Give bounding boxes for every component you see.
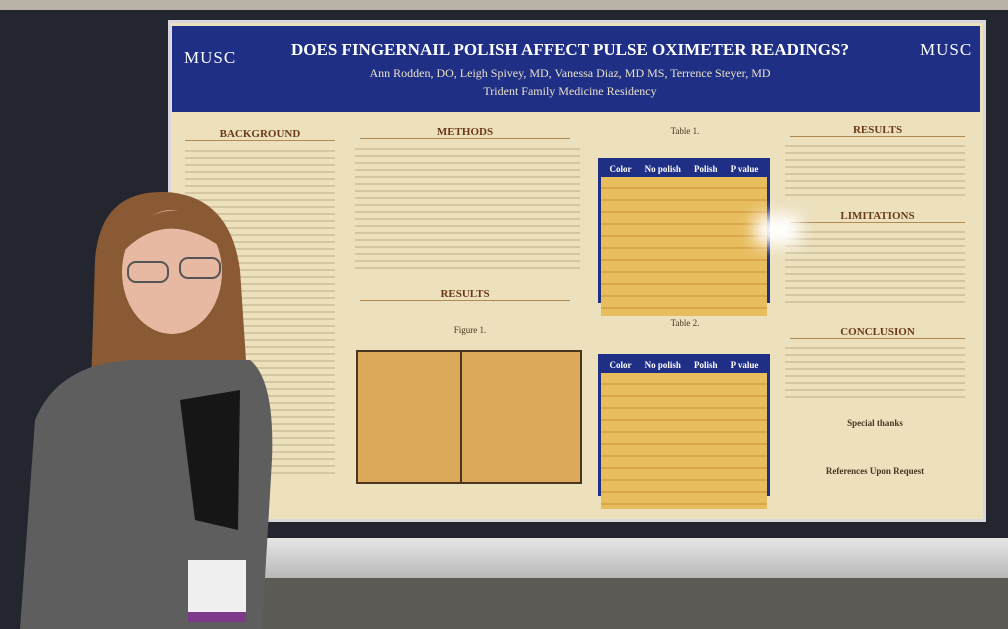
table-caption: Table 1. [670,126,700,136]
ceiling [0,0,1008,10]
body-text [355,143,580,273]
header-cell: No polish [644,164,681,174]
shirt [180,390,240,530]
header-cell: No polish [644,360,681,370]
table-header: Color No polish Polish P value [601,357,767,373]
section-heading: LIMITATIONS [790,210,965,223]
glasses [179,257,221,279]
body-text [785,226,965,306]
badge-stripe [188,612,246,622]
header-cell: P value [730,164,759,174]
header-cell: Color [609,164,632,174]
poster-title: DOES FINGERNAIL POLISH AFFECT PULSE OXIM… [291,40,849,59]
section-heading: RESULTS [360,288,570,301]
table-rows [601,373,767,509]
section-heading: BACKGROUND [185,128,335,141]
hair [118,210,228,255]
table: Color No polish Polish P value [598,354,770,509]
face [122,210,222,334]
ledge [255,538,1008,578]
logo: MUSC [920,40,973,59]
body-text [785,342,965,402]
authors: Ann Rodden, DO, Leigh Spivey, MD, Vaness… [369,66,771,80]
section-heading: METHODS [360,126,570,139]
figure-panel [460,350,582,484]
poster-header [172,26,980,112]
header-cell: P value [730,360,759,370]
table-caption: Table 2. [670,318,700,328]
section-heading: RESULTS [790,124,965,137]
thanks-heading: Special thanks [847,418,903,428]
header-cell: Polish [694,360,718,370]
logo: MUSC [184,48,237,67]
figure-panel [356,350,462,484]
glare [755,215,800,245]
references: References Upon Request [825,466,925,476]
header-cell: Polish [694,164,718,174]
header-cell: Color [609,360,632,370]
name-badge [188,560,246,622]
section-heading: CONCLUSION [790,326,965,339]
body-text [785,140,965,200]
table-rows [601,177,767,316]
glasses [127,261,169,283]
table-header: Color No polish Polish P value [601,161,767,177]
floor [255,578,1008,629]
figure-caption: Figure 1. [453,325,487,335]
affiliation: Trident Family Medicine Residency [483,84,657,98]
